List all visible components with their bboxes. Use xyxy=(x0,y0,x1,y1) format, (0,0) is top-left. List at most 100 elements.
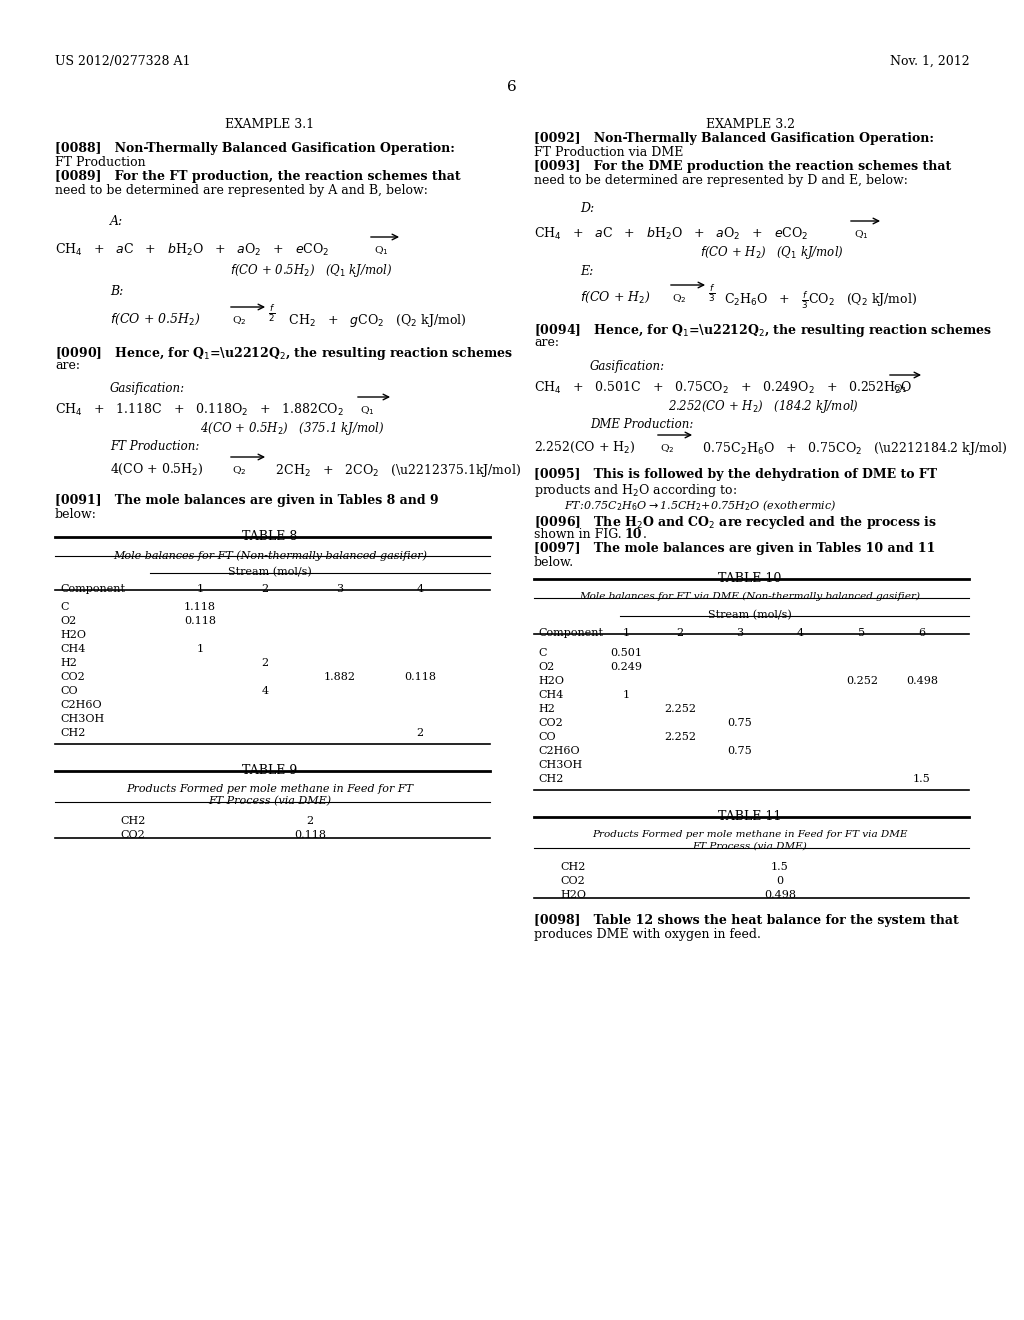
Text: CH$_4$   +   1.118C   +   0.118O$_2$   +   1.882CO$_2$: CH$_4$ + 1.118C + 0.118O$_2$ + 1.882CO$_… xyxy=(55,403,344,418)
Text: CH2: CH2 xyxy=(60,729,85,738)
Text: US 2012/0277328 A1: US 2012/0277328 A1 xyxy=(55,55,190,69)
Text: [0095]   This is followed by the dehydration of DME to FT: [0095] This is followed by the dehydrati… xyxy=(534,469,937,480)
Text: 2.252: 2.252 xyxy=(664,733,696,742)
Text: Q$_1$: Q$_1$ xyxy=(854,228,868,240)
Text: CH$_4$   +   $a$C   +   $b$H$_2$O   +   $a$O$_2$   +   $e$CO$_2$: CH$_4$ + $a$C + $b$H$_2$O + $a$O$_2$ + $… xyxy=(55,242,330,259)
Text: are:: are: xyxy=(534,337,559,348)
Text: 0.252: 0.252 xyxy=(846,676,878,686)
Text: $\frac{f}{2}$: $\frac{f}{2}$ xyxy=(268,304,275,325)
Text: CH2: CH2 xyxy=(538,774,563,784)
Text: C: C xyxy=(60,602,69,612)
Text: C: C xyxy=(538,648,547,657)
Text: 0.498: 0.498 xyxy=(764,890,796,900)
Text: Stream (mol/s): Stream (mol/s) xyxy=(228,568,312,577)
Text: 10: 10 xyxy=(624,528,641,541)
Text: [0093]   For the DME production the reaction schemes that: [0093] For the DME production the reacti… xyxy=(534,160,951,173)
Text: Q$_1$: Q$_1$ xyxy=(360,404,375,417)
Text: 2.252: 2.252 xyxy=(664,704,696,714)
Text: 1.5: 1.5 xyxy=(771,862,788,873)
Text: 4: 4 xyxy=(261,686,268,696)
Text: 1: 1 xyxy=(197,644,204,653)
Text: B:: B: xyxy=(110,285,123,298)
Text: FT Production: FT Production xyxy=(55,156,145,169)
Text: 1.882: 1.882 xyxy=(324,672,356,682)
Text: need to be determined are represented by D and E, below:: need to be determined are represented by… xyxy=(534,174,908,187)
Text: [0092]   Non-Thermally Balanced Gasification Operation:: [0092] Non-Thermally Balanced Gasificati… xyxy=(534,132,934,145)
Text: [0089]   For the FT production, the reaction schemes that: [0089] For the FT production, the reacti… xyxy=(55,170,461,183)
Text: CO: CO xyxy=(538,733,556,742)
Text: Gasification:: Gasification: xyxy=(110,381,185,395)
Text: Mole balances for FT via DME (Non-thermally balanced gasifier): Mole balances for FT via DME (Non-therma… xyxy=(580,591,921,601)
Text: 2: 2 xyxy=(261,583,268,594)
Text: 2.252(CO + H$_2$)   (184.2 kJ/mol): 2.252(CO + H$_2$) (184.2 kJ/mol) xyxy=(668,399,859,414)
Text: 4(CO + 0.5H$_2$): 4(CO + 0.5H$_2$) xyxy=(110,462,204,478)
Text: H2: H2 xyxy=(538,704,555,714)
Text: shown in FIG.: shown in FIG. xyxy=(534,528,626,541)
Text: CH3OH: CH3OH xyxy=(60,714,104,723)
Text: 0.498: 0.498 xyxy=(906,676,938,686)
Text: 0.118: 0.118 xyxy=(294,830,326,840)
Text: 0.501: 0.501 xyxy=(610,648,642,657)
Text: 2: 2 xyxy=(261,657,268,668)
Text: 1: 1 xyxy=(197,583,204,594)
Text: D:: D: xyxy=(580,202,594,215)
Text: O2: O2 xyxy=(538,663,554,672)
Text: CH$_4$   +   $a$C   +   $b$H$_2$O   +   $a$O$_2$   +   $e$CO$_2$: CH$_4$ + $a$C + $b$H$_2$O + $a$O$_2$ + $… xyxy=(534,226,808,242)
Text: Q$_2$: Q$_2$ xyxy=(232,465,247,477)
Text: [0091]   The mole balances are given in Tables 8 and 9: [0091] The mole balances are given in Ta… xyxy=(55,494,438,507)
Text: EXAMPLE 3.2: EXAMPLE 3.2 xyxy=(706,117,795,131)
Text: .: . xyxy=(643,528,647,541)
Text: FT Process (via DME): FT Process (via DME) xyxy=(692,842,807,851)
Text: Mole balances for FT (Non-thermally balanced gasifier): Mole balances for FT (Non-thermally bala… xyxy=(113,550,427,561)
Text: Products Formed per mole methane in Feed for FT: Products Formed per mole methane in Feed… xyxy=(127,784,414,795)
Text: EXAMPLE 3.1: EXAMPLE 3.1 xyxy=(225,117,314,131)
Text: 1: 1 xyxy=(623,628,630,638)
Text: are:: are: xyxy=(55,359,80,372)
Text: 0: 0 xyxy=(776,876,783,886)
Text: Q$_1$: Q$_1$ xyxy=(374,244,388,257)
Text: C$_2$H$_6$O   +   $\frac{f}{3}$CO$_2$   (Q$_2$ kJ/mol): C$_2$H$_6$O + $\frac{f}{3}$CO$_2$ (Q$_2$… xyxy=(724,290,918,312)
Text: CH4: CH4 xyxy=(538,690,563,700)
Text: TABLE 11: TABLE 11 xyxy=(718,810,781,822)
Text: C2H6O: C2H6O xyxy=(60,700,101,710)
Text: 4: 4 xyxy=(417,583,424,594)
Text: CO2: CO2 xyxy=(538,718,563,729)
Text: [0096]   The H$_2$O and CO$_2$ are recycled and the process is: [0096] The H$_2$O and CO$_2$ are recycle… xyxy=(534,513,937,531)
Text: E:: E: xyxy=(580,265,593,279)
Text: 1.5: 1.5 xyxy=(913,774,931,784)
Text: Q$_2$: Q$_2$ xyxy=(232,314,247,327)
Text: 3: 3 xyxy=(337,583,344,594)
Text: 2: 2 xyxy=(417,729,424,738)
Text: produces DME with oxygen in feed.: produces DME with oxygen in feed. xyxy=(534,928,761,941)
Text: Q$_2$: Q$_2$ xyxy=(672,292,686,305)
Text: Products Formed per mole methane in Feed for FT via DME: Products Formed per mole methane in Feed… xyxy=(592,830,907,840)
Text: 6: 6 xyxy=(507,81,517,94)
Text: TABLE 9: TABLE 9 xyxy=(243,764,298,777)
Text: [0088]   Non-Thermally Balanced Gasification Operation:: [0088] Non-Thermally Balanced Gasificati… xyxy=(55,143,455,154)
Text: H2O: H2O xyxy=(560,890,586,900)
Text: 6: 6 xyxy=(919,628,926,638)
Text: $f$(CO + H$_2$)   (Q$_1$ kJ/mol): $f$(CO + H$_2$) (Q$_1$ kJ/mol) xyxy=(700,244,844,261)
Text: $f$(CO + H$_2$): $f$(CO + H$_2$) xyxy=(580,290,651,305)
Text: 2: 2 xyxy=(677,628,684,638)
Text: TABLE 10: TABLE 10 xyxy=(718,572,781,585)
Text: CO2: CO2 xyxy=(560,876,585,886)
Text: 4(CO + 0.5H$_2$)   (375.1 kJ/mol): 4(CO + 0.5H$_2$) (375.1 kJ/mol) xyxy=(200,420,384,437)
Text: FT Process (via DME): FT Process (via DME) xyxy=(209,796,332,807)
Text: Stream (mol/s): Stream (mol/s) xyxy=(709,610,792,620)
Text: H2: H2 xyxy=(60,657,77,668)
Text: 1: 1 xyxy=(623,690,630,700)
Text: CO2: CO2 xyxy=(120,830,144,840)
Text: Q$_2$: Q$_2$ xyxy=(660,442,675,455)
Text: 2CH$_2$   +   2CO$_2$   (\u2212375.1kJ/mol): 2CH$_2$ + 2CO$_2$ (\u2212375.1kJ/mol) xyxy=(268,462,521,479)
Text: 5: 5 xyxy=(858,628,865,638)
Text: DME Production:: DME Production: xyxy=(590,418,693,432)
Text: below:: below: xyxy=(55,508,97,521)
Text: below.: below. xyxy=(534,556,574,569)
Text: $f$(CO + 0.5H$_2$): $f$(CO + 0.5H$_2$) xyxy=(110,312,201,327)
Text: [0097]   The mole balances are given in Tables 10 and 11: [0097] The mole balances are given in Ta… xyxy=(534,543,935,554)
Text: 1.118: 1.118 xyxy=(184,602,216,612)
Text: FT Production via DME: FT Production via DME xyxy=(534,147,683,158)
Text: CH2: CH2 xyxy=(120,816,145,826)
Text: Component: Component xyxy=(538,628,603,638)
